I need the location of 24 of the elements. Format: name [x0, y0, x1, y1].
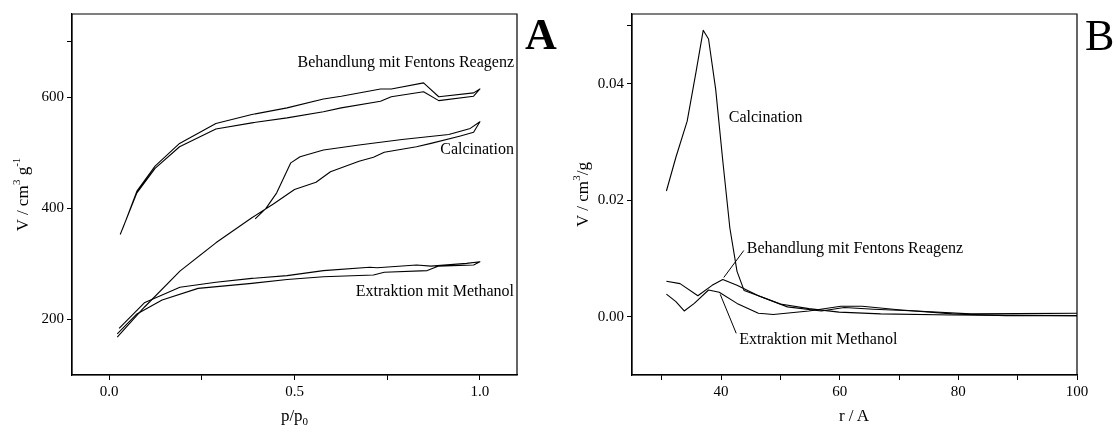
y-tick-label: 600 — [41, 88, 64, 105]
y-axis-title: V / cm3/g — [570, 161, 593, 227]
x-tick-label: 40 — [713, 382, 729, 399]
series-label: Extraktion mit Methanol — [355, 281, 515, 299]
y-axis-title: V / cm3 g-1 — [10, 157, 33, 232]
y-tick-label: 0.04 — [597, 74, 625, 91]
y-tick-label: 0.00 — [597, 307, 624, 324]
x-tick-label: 80 — [950, 382, 966, 399]
y-tick-label: 0.02 — [597, 191, 624, 208]
y-tick-label: 400 — [41, 199, 64, 216]
series-label: Behandlung mit Fentons Reagenz — [746, 238, 964, 257]
x-tick-label: 1.0 — [470, 382, 490, 399]
series-label: Extraktion mit Methanol — [739, 329, 898, 347]
chart-title: A — [525, 10, 557, 60]
x-tick-label: 0.5 — [285, 382, 304, 399]
chart-title: B — [1085, 10, 1115, 60]
x-tick-label: 0.0 — [99, 382, 119, 399]
x-tick-label: 100 — [1065, 382, 1089, 399]
series-label: Calcination — [728, 107, 803, 125]
series-label: Calcination — [440, 139, 514, 157]
y-tick-label: 200 — [41, 310, 64, 327]
x-tick-label: 60 — [832, 382, 848, 399]
series-label: Behandlung mit Fentons Reagenz — [297, 53, 514, 72]
x-axis-title: r / A — [838, 406, 870, 426]
